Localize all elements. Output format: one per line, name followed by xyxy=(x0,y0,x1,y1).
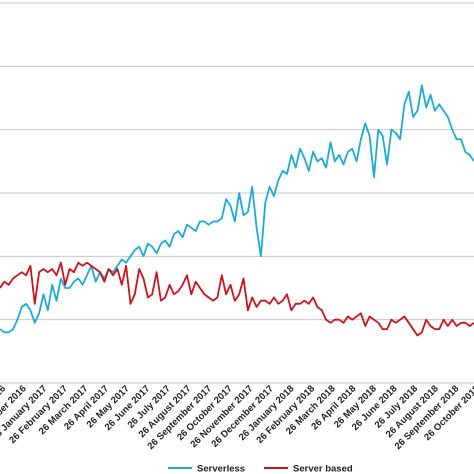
series-line-server-based xyxy=(0,261,474,337)
legend-label-serverless: Serverless xyxy=(197,464,245,474)
gridlines xyxy=(0,2,474,384)
legend-label-server-based: Server based xyxy=(293,464,353,474)
legend: Serverless Server based xyxy=(168,464,353,474)
series-lines xyxy=(0,84,474,337)
series-line-serverless xyxy=(0,84,474,334)
